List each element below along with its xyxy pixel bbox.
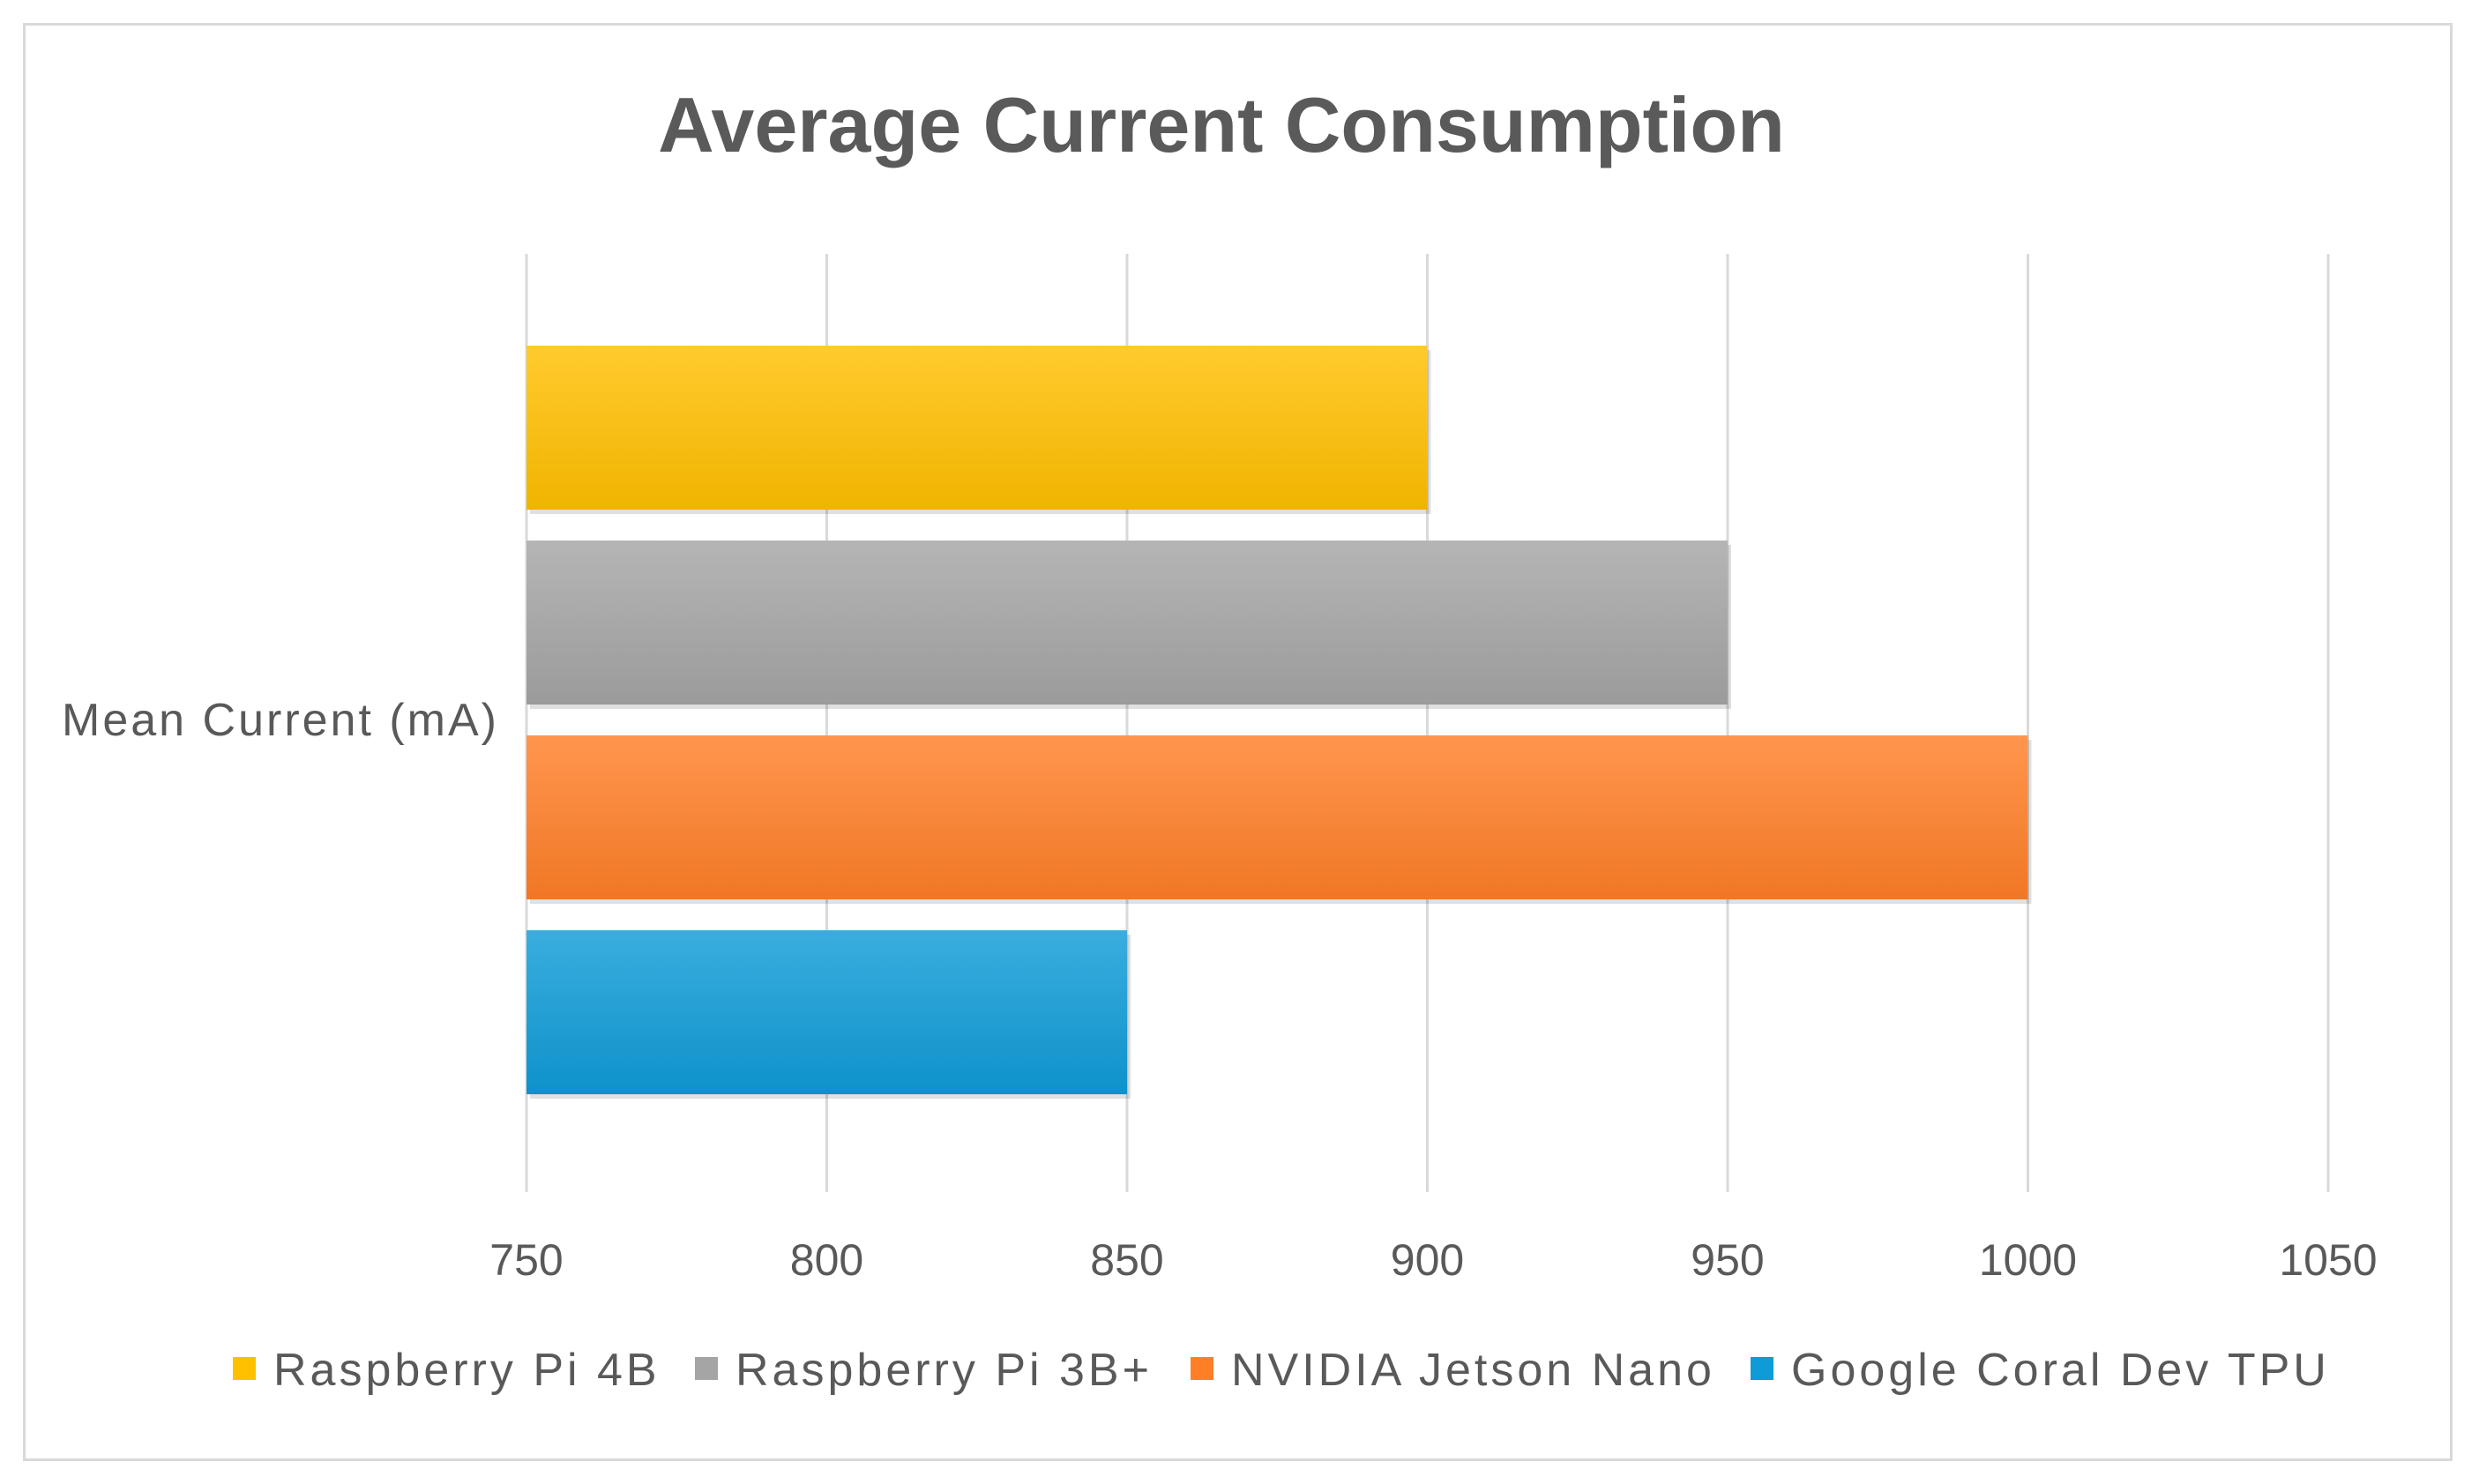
x-tick-label: 1000 (1979, 1235, 2077, 1285)
legend: Raspberry Pi 4B Raspberry Pi 3B+ NVIDIA Je… (233, 1345, 2330, 1396)
legend-swatch (695, 1357, 718, 1380)
legend-label: Google Coral Dev TPU (1791, 1345, 2330, 1396)
x-axis-ticks: 750 800 850 900 950 1000 1050 (489, 1235, 2377, 1285)
legend-label: NVIDIA Jetson Nano (1231, 1345, 1715, 1396)
legend-label: Raspberry Pi 4B (273, 1345, 661, 1396)
x-tick-label: 950 (1691, 1235, 1764, 1285)
legend-swatch (1191, 1357, 1213, 1380)
legend-swatch (233, 1357, 256, 1380)
bar-raspberry-pi-3b (526, 541, 1728, 705)
bar-nvidia-jetson-nano (526, 735, 2028, 899)
category-label: Mean Current (mA) (62, 695, 499, 746)
x-tick-label: 1050 (2279, 1235, 2377, 1285)
x-tick-label: 750 (489, 1235, 563, 1285)
chart-title: Average Current Consumption (658, 81, 1785, 168)
bar-raspberry-pi-4b (526, 346, 1428, 510)
x-tick-label: 850 (1090, 1235, 1163, 1285)
bars (526, 346, 2032, 1099)
legend-swatch (1751, 1357, 1773, 1380)
x-tick-label: 800 (790, 1235, 863, 1285)
legend-label: Raspberry Pi 3B+ (735, 1345, 1153, 1396)
x-tick-label: 900 (1391, 1235, 1464, 1285)
bar-google-coral-dev-tpu (526, 930, 1127, 1094)
